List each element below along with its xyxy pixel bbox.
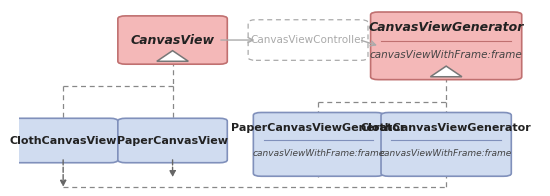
FancyBboxPatch shape (118, 16, 227, 64)
Text: ClothCanvasViewGenerator: ClothCanvasViewGenerator (361, 122, 531, 132)
FancyBboxPatch shape (254, 113, 384, 176)
Text: CanvasView: CanvasView (130, 34, 214, 46)
FancyBboxPatch shape (118, 118, 227, 163)
Text: canvasViewWithFrame:frame: canvasViewWithFrame:frame (370, 50, 522, 60)
Text: canvasViewWithFrame:frame: canvasViewWithFrame:frame (252, 149, 384, 158)
Text: PaperCanvasViewGenerator: PaperCanvasViewGenerator (232, 122, 406, 132)
Text: PaperCanvasView: PaperCanvasView (117, 135, 228, 145)
Polygon shape (157, 51, 188, 61)
Text: CanvasViewController: CanvasViewController (251, 35, 366, 45)
FancyBboxPatch shape (371, 12, 522, 80)
Text: CanvasViewGenerator: CanvasViewGenerator (368, 21, 524, 34)
Text: ClothCanvasView: ClothCanvasView (9, 135, 117, 145)
Polygon shape (431, 66, 462, 77)
FancyBboxPatch shape (248, 20, 368, 60)
FancyBboxPatch shape (381, 113, 512, 176)
Text: canvasViewWithFrame:frame: canvasViewWithFrame:frame (380, 149, 512, 158)
FancyBboxPatch shape (8, 118, 118, 163)
